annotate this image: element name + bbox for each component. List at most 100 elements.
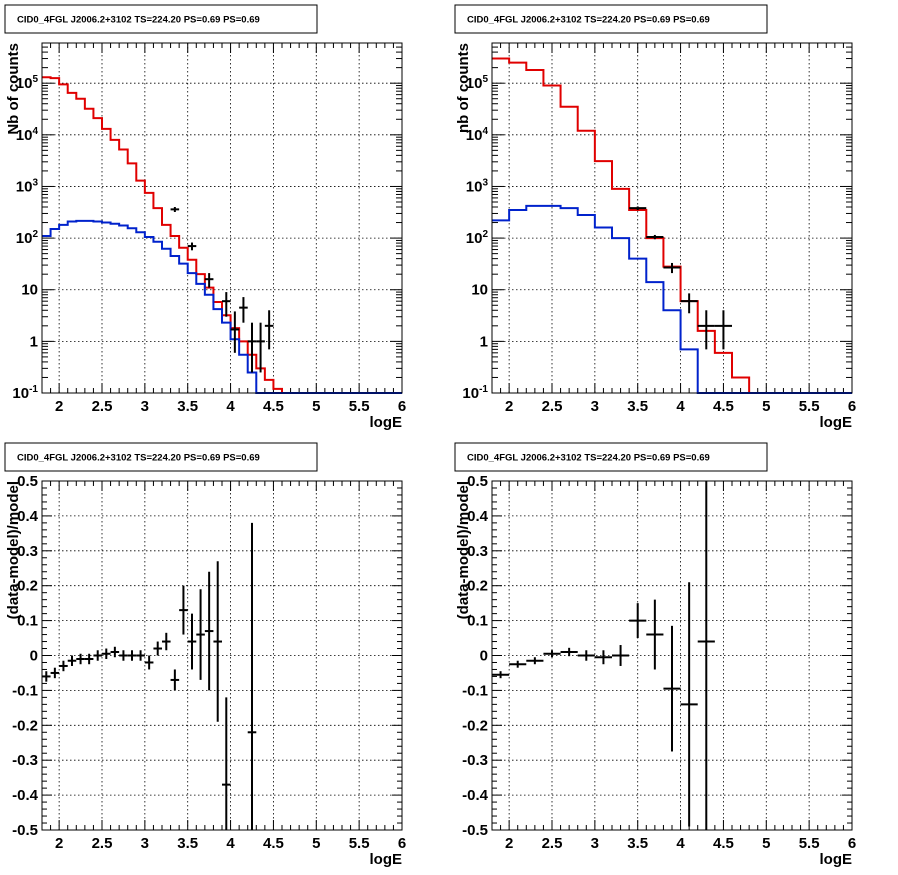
chart-panel-1: 2 2.5 3 3.5 4 4.5 5 5.5 6 10-1 1 10 102 103 104 105 logE…	[4, 4, 406, 431]
y-tick-label: 0	[30, 648, 38, 665]
y-tick-label: -0.2	[462, 717, 488, 734]
x-tick-label: 2.5	[92, 835, 113, 852]
data-point	[577, 650, 595, 661]
y-tick-label: 1	[30, 333, 38, 350]
y-tick-label: 103	[16, 177, 39, 195]
data-point	[222, 292, 231, 317]
chart-title: CID0_4FGL J2006.2+3102 TS=224.20 PS=0.69…	[467, 453, 710, 464]
data-point	[560, 647, 578, 657]
data-point	[697, 481, 715, 830]
data-point	[76, 653, 85, 665]
data-point	[247, 522, 257, 830]
data-point	[646, 599, 664, 670]
plot-frame	[491, 42, 853, 394]
y-tick-label: 104	[16, 126, 39, 144]
data-point	[144, 655, 154, 670]
y-axis-label: nb of counts	[455, 43, 472, 133]
title-box	[4, 442, 318, 472]
y-tick-label: 105	[16, 74, 39, 92]
y-axis-label: Nb of counts	[5, 43, 22, 135]
x-tick-label: 4.5	[713, 398, 734, 415]
data-point	[264, 310, 274, 350]
y-axis-label: (data-model)/model	[5, 481, 22, 619]
x-tick-label: 3.5	[627, 835, 648, 852]
data-point	[153, 641, 162, 656]
data-point	[629, 206, 647, 210]
y-tick-label: 0.5	[17, 473, 38, 490]
y-tick-label: 0.5	[467, 473, 488, 490]
title-box	[454, 4, 768, 34]
data-point	[239, 297, 248, 323]
y-tick-label: 10-1	[12, 384, 38, 402]
x-axis-label: logE	[370, 414, 403, 431]
chart-panel-4: 2 2.5 3 3.5 4 4.5 5 5.5 6 -0.5 -0.4 -0.3 -0.2 -0.1 0 0.…	[454, 442, 856, 868]
x-tick-label: 5	[312, 835, 320, 852]
x-tick-label: 4	[676, 835, 685, 852]
data-point	[247, 322, 257, 373]
y-tick-label: 1	[480, 333, 488, 350]
data-point	[204, 273, 214, 288]
x-tick-label: 3	[591, 398, 599, 415]
data-point	[162, 632, 171, 651]
data-point	[42, 671, 51, 682]
plot-frame	[41, 42, 403, 394]
data-point	[222, 697, 231, 830]
data-point	[67, 655, 77, 666]
y-tick-label: 0.2	[17, 578, 38, 595]
y-tick-label: 10-1	[462, 384, 488, 402]
x-tick-label: 5	[762, 835, 770, 852]
tick-marks	[41, 480, 403, 831]
y-tick-label: -0.1	[12, 682, 38, 699]
x-tick-label: 4.5	[263, 398, 284, 415]
data-point	[196, 589, 205, 680]
data-point	[213, 561, 222, 722]
data-point	[680, 293, 698, 314]
x-axis-label: logE	[820, 414, 853, 431]
x-tick-label: 3	[141, 398, 149, 415]
x-tick-label: 2	[505, 398, 513, 415]
x-tick-label: 4	[226, 835, 235, 852]
data-point	[646, 234, 664, 240]
x-tick-label: 6	[848, 398, 856, 415]
y-tick-label: -0.2	[12, 717, 38, 734]
y-tick-label: 0.3	[17, 543, 38, 560]
x-tick-label: 5.5	[349, 398, 370, 415]
x-tick-label: 3.5	[177, 835, 198, 852]
plot-frame	[491, 480, 853, 831]
x-tick-label: 2	[55, 835, 63, 852]
y-tick-label: 10	[471, 282, 488, 299]
y-axis-label: (data-model)/model	[455, 481, 472, 619]
data-point	[543, 650, 561, 658]
data-point	[187, 242, 197, 251]
tick-marks	[41, 42, 403, 394]
plot-frame	[41, 480, 403, 831]
data-point	[714, 310, 732, 350]
data-point	[612, 645, 630, 666]
y-tick-label: -0.5	[12, 822, 38, 839]
chart-title: CID0_4FGL J2006.2+3102 TS=224.20 PS=0.69…	[17, 15, 260, 26]
x-axis-label: logE	[820, 851, 853, 868]
y-tick-label: 0.1	[17, 613, 38, 630]
data-point	[136, 650, 145, 661]
data-point	[187, 613, 197, 670]
x-tick-label: 4.5	[263, 835, 284, 852]
data-point	[179, 585, 188, 635]
data-point	[697, 310, 715, 350]
x-tick-label: 3.5	[627, 398, 648, 415]
x-tick-label: 2.5	[92, 398, 113, 415]
title-box	[454, 442, 768, 472]
data-point	[102, 648, 111, 659]
chart-panel-3: 2 2.5 3 3.5 4 4.5 5 5.5 6 -0.5 -0.4 -0.3 -0.2 -0.1 0 0.…	[4, 442, 406, 868]
y-tick-label: 0	[480, 648, 488, 665]
y-tick-label: -0.1	[462, 682, 488, 699]
x-tick-label: 4	[226, 398, 235, 415]
total-model-histogram	[42, 76, 402, 394]
data-point	[492, 671, 510, 679]
x-tick-label: 3	[141, 835, 149, 852]
data-point	[59, 660, 68, 672]
x-tick-label: 2.5	[542, 835, 563, 852]
x-tick-label: 2	[505, 835, 513, 852]
data-point	[594, 650, 612, 665]
y-tick-label: -0.3	[462, 752, 488, 769]
